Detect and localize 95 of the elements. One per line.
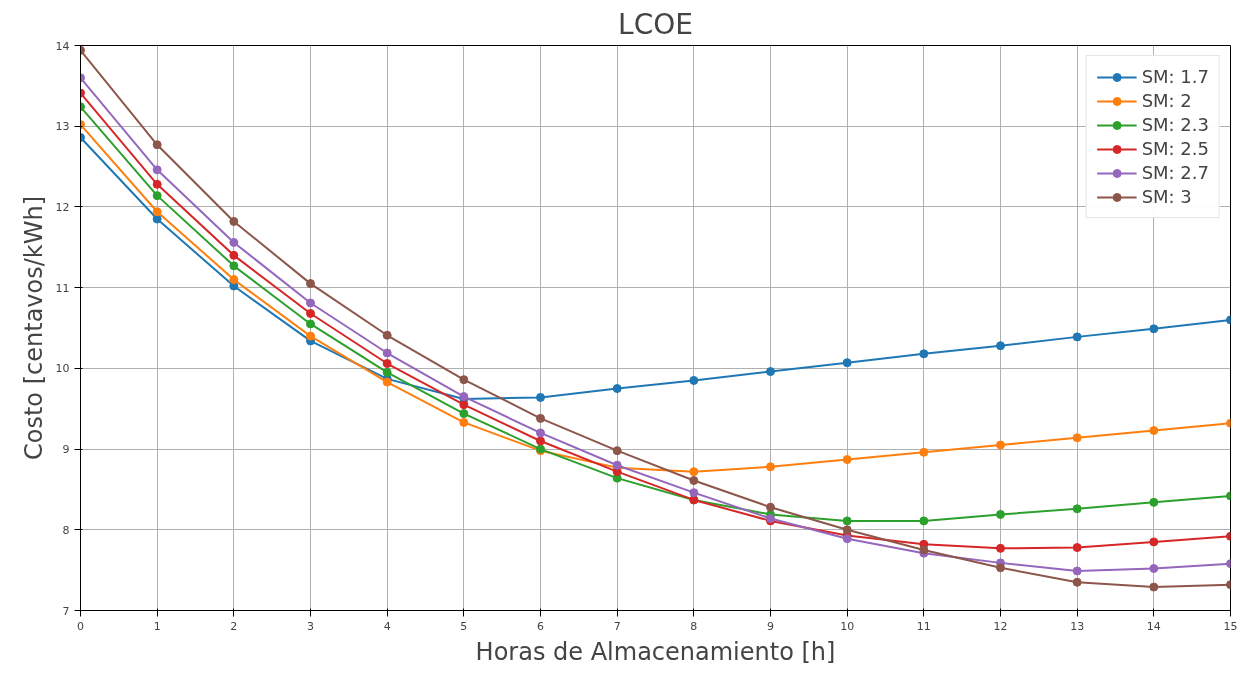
- point: [152, 214, 162, 224]
- point: [996, 341, 1005, 351]
- legend-label: SM: 2.5: [1141, 138, 1209, 159]
- point: [842, 516, 852, 526]
- x-tick-label: 8: [690, 619, 698, 633]
- chart-title: LCOE: [618, 7, 693, 41]
- legend-label: SM: 1.7: [1141, 66, 1209, 87]
- x-tick-label: 5: [460, 619, 468, 633]
- point: [996, 563, 1005, 573]
- point: [1072, 543, 1082, 553]
- point: [536, 436, 545, 446]
- x-tick-label: 2: [230, 619, 238, 633]
- x-tick-label: 3: [307, 619, 314, 633]
- point: [612, 446, 622, 456]
- legend-label: SM: 2.7: [1141, 162, 1209, 183]
- point: [459, 417, 469, 427]
- x-tick-label: 0: [77, 619, 84, 633]
- point: [842, 525, 852, 535]
- point: [152, 207, 162, 217]
- point: [842, 455, 852, 465]
- legend-label: SM: 2: [1141, 90, 1192, 111]
- point: [689, 467, 699, 477]
- x-tick-label: 4: [383, 619, 391, 633]
- point: [152, 165, 162, 175]
- point: [152, 179, 162, 189]
- point: [382, 367, 392, 377]
- y-axis-title: Costo [centavos/kWh]: [19, 196, 48, 460]
- point: [1149, 324, 1159, 334]
- point: [306, 319, 315, 329]
- point: [229, 275, 239, 285]
- point: [459, 409, 469, 419]
- y-tick-label: 8: [62, 523, 70, 537]
- x-tick-label: 13: [1070, 619, 1085, 633]
- point: [1072, 566, 1082, 576]
- x-axis-title: Horas de Almacenamiento [h]: [475, 637, 836, 666]
- point: [996, 440, 1005, 450]
- y-tick-label: 14: [55, 39, 70, 53]
- y-tick-label: 12: [55, 200, 70, 214]
- point: [689, 488, 699, 498]
- point: [1149, 497, 1159, 507]
- point: [1072, 433, 1082, 443]
- point: [229, 216, 239, 226]
- point: [689, 375, 699, 385]
- point: [996, 543, 1005, 553]
- y-tick-label: 7: [62, 604, 70, 618]
- point: [1072, 577, 1082, 587]
- point: [306, 279, 315, 289]
- x-tick-label: 15: [1223, 619, 1238, 633]
- y-tick-label: 11: [55, 281, 70, 295]
- y-tick-label: 9: [62, 443, 70, 457]
- point: [459, 400, 469, 410]
- legend-label: SM: 3: [1141, 186, 1192, 207]
- x-tick-label: 11: [916, 619, 931, 633]
- point: [689, 476, 699, 486]
- point: [152, 191, 162, 201]
- point: [1149, 582, 1159, 592]
- point: [382, 348, 392, 358]
- point: [536, 392, 545, 402]
- point: [536, 413, 545, 423]
- point: [382, 359, 392, 369]
- point: [1149, 537, 1159, 547]
- x-tick-label: 7: [613, 619, 621, 633]
- point: [766, 462, 775, 472]
- point: [766, 367, 775, 377]
- point: [766, 502, 775, 512]
- point: [919, 349, 929, 359]
- point: [919, 447, 929, 457]
- point: [1072, 332, 1082, 342]
- point: [536, 428, 545, 438]
- point: [229, 250, 239, 260]
- point: [1149, 426, 1159, 435]
- point: [612, 384, 622, 394]
- point: [842, 534, 852, 544]
- point: [306, 298, 315, 308]
- y-tick-label: 10: [55, 362, 70, 376]
- x-tick-label: 12: [993, 619, 1008, 633]
- point: [1149, 564, 1159, 574]
- point: [229, 261, 239, 271]
- point: [306, 308, 315, 318]
- x-tick-label: 14: [1146, 619, 1161, 633]
- point: [459, 375, 469, 385]
- point: [382, 330, 392, 340]
- x-tick-label: 1: [153, 619, 161, 633]
- point: [1072, 504, 1082, 514]
- legend-label: SM: 2.3: [1141, 114, 1209, 135]
- point: [919, 516, 929, 526]
- point: [996, 509, 1005, 519]
- point: [842, 358, 852, 368]
- x-tick-label: 6: [537, 619, 544, 633]
- point: [229, 237, 239, 247]
- x-tick-label: 9: [767, 619, 774, 633]
- x-tick-label: 10: [840, 619, 855, 633]
- point: [306, 331, 315, 341]
- y-tick-label: 13: [55, 120, 70, 134]
- point: [152, 140, 162, 150]
